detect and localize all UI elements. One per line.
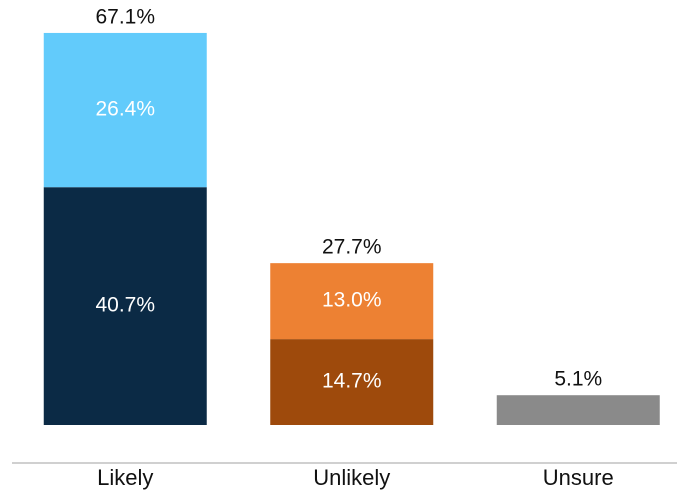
- x-tick-label: Unsure: [543, 465, 614, 490]
- bar-segment: [270, 263, 434, 340]
- segment-label: 40.7%: [95, 294, 155, 317]
- total-label: 27.7%: [322, 236, 382, 259]
- segment-label: 14.7%: [322, 370, 382, 393]
- total-label: 5.1%: [554, 368, 602, 391]
- segment-label: 13.0%: [322, 289, 382, 312]
- total-label: 67.1%: [95, 5, 155, 28]
- bar-segment: [43, 32, 207, 188]
- segment-label: 26.4%: [95, 98, 155, 121]
- x-tick-label: Unlikely: [313, 465, 390, 490]
- bar-segment: [496, 395, 660, 425]
- bar-segment: [43, 187, 207, 425]
- x-tick-label: Likely: [97, 465, 153, 490]
- bar-segment: [270, 339, 434, 425]
